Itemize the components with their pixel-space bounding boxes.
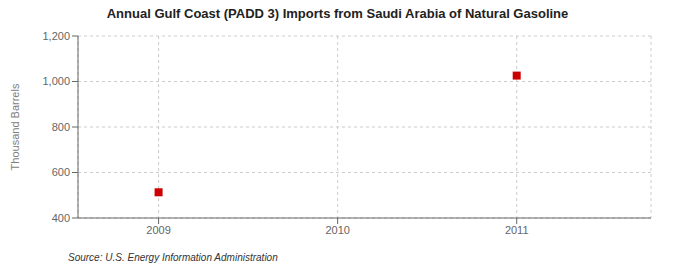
svg-text:1,000: 1,000 [42,75,70,87]
svg-text:2009: 2009 [146,224,170,236]
svg-text:1,200: 1,200 [42,30,70,42]
svg-text:400: 400 [52,212,70,224]
svg-text:2011: 2011 [505,224,529,236]
svg-text:800: 800 [52,121,70,133]
html-text:Source: U.S. Energy Informatio: Source: U.S. Energy Information Administ… [68,252,278,263]
html-text:Annual Gulf Coast (PADD 3) Imp: Annual Gulf Coast (PADD 3) Imports from … [106,6,569,21]
svg-text:2010: 2010 [325,224,349,236]
svg-text:600: 600 [52,166,70,178]
svg-text:Thousand Barrels: Thousand Barrels [9,83,21,170]
